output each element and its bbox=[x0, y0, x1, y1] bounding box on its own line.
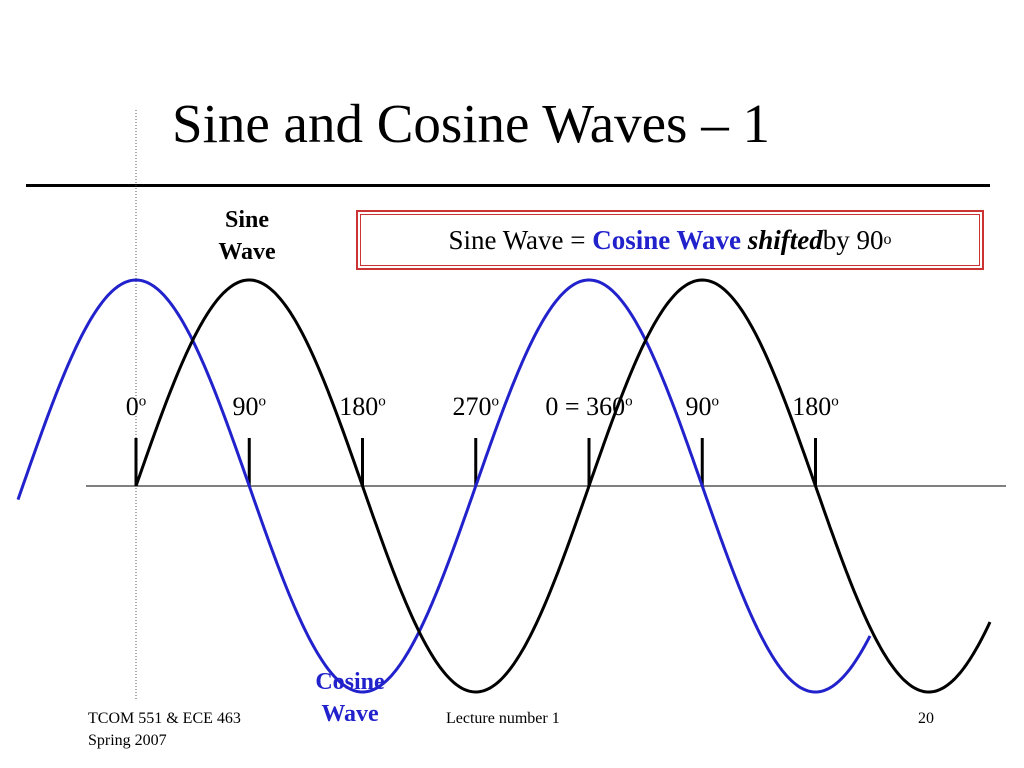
cosine-label-line1: Cosine bbox=[315, 669, 385, 695]
callout-text: Sine Wave = Cosine Wave shifted by 90 o bbox=[360, 214, 980, 266]
sine-label-line1: Sine bbox=[224, 207, 269, 233]
callout-emphasis: shifted bbox=[747, 224, 823, 255]
tick-value: 180 bbox=[792, 392, 832, 421]
degree-mark: o bbox=[138, 393, 147, 410]
footer-course-info: TCOM 551 & ECE 463 Spring 2007 bbox=[88, 708, 241, 752]
tick-label-90-second: 90o bbox=[686, 394, 720, 420]
tick-value: 270 bbox=[452, 392, 492, 421]
tick-label-180-second: 180o bbox=[792, 394, 839, 420]
tick-value: 90 bbox=[232, 392, 259, 421]
cosine-wave-line bbox=[16, 278, 872, 694]
callout-highlight: Cosine Wave bbox=[592, 224, 742, 255]
tick-label-360: 0 = 360o bbox=[545, 394, 632, 420]
degree-mark: o bbox=[378, 393, 386, 410]
sine-label-line2: Wave bbox=[218, 239, 276, 265]
cosine-wave-label: Cosine Wave bbox=[290, 666, 410, 730]
degree-mark: o bbox=[625, 393, 633, 410]
tick-label-180: 180o bbox=[339, 394, 386, 420]
callout-box: Sine Wave = Cosine Wave shifted by 90 o bbox=[356, 210, 984, 270]
footer-course: TCOM 551 & ECE 463 bbox=[88, 710, 241, 727]
slide-title: Sine and Cosine Waves – 1 bbox=[172, 93, 770, 154]
tick-label-90: 90o bbox=[233, 394, 267, 420]
callout-prefix: Sine Wave = bbox=[448, 224, 586, 255]
footer-page-number: 20 bbox=[918, 710, 934, 727]
tick-value: 0 = 360 bbox=[545, 392, 626, 421]
tick-value: 0 bbox=[125, 392, 139, 421]
degree-mark: o bbox=[831, 393, 839, 410]
cosine-label-line2: Wave bbox=[321, 701, 379, 727]
tick-value: 90 bbox=[685, 392, 712, 421]
sine-wave-label: Sine Wave bbox=[187, 204, 307, 268]
callout-suffix: by 90 bbox=[822, 224, 884, 255]
tick-marks bbox=[134, 438, 817, 486]
title-underline bbox=[26, 184, 990, 187]
degree-mark: o bbox=[491, 393, 500, 410]
degree-mark: o bbox=[711, 393, 720, 410]
footer-term: Spring 2007 bbox=[88, 732, 167, 749]
sine-wave-line bbox=[134, 278, 992, 694]
footer-lecture: Lecture number 1 bbox=[446, 710, 560, 727]
tick-label-270: 270o bbox=[453, 394, 500, 420]
tick-value: 180 bbox=[339, 392, 379, 421]
degree-mark: o bbox=[258, 393, 267, 410]
tick-label-0: 0o bbox=[126, 394, 147, 420]
